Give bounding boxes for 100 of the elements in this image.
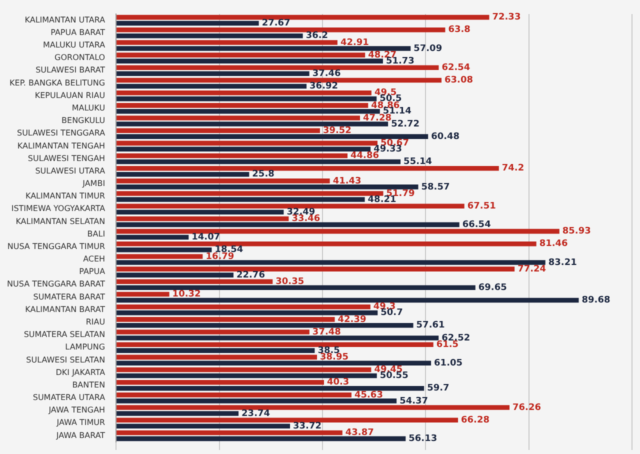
bar: [116, 122, 388, 126]
bar: [116, 210, 284, 214]
y-tick-label: KALIMANTAN UTARA: [24, 15, 106, 24]
y-tick-label: SULAWESI BARAT: [36, 66, 106, 75]
y-tick-label: SULAWESI SELATAN: [26, 355, 106, 364]
y-tick-label: RIAU: [86, 317, 106, 326]
bar: [116, 354, 318, 360]
bar: [116, 386, 424, 391]
data-label: 52.72: [391, 119, 420, 130]
data-label: 36.2: [306, 31, 328, 42]
data-label: 50.7: [380, 308, 403, 318]
y-tick-label: KEP. BANGKA BELITUNG: [10, 78, 106, 88]
data-label: 42.91: [340, 38, 369, 48]
bar: [116, 96, 377, 102]
data-label: 62.54: [442, 63, 470, 73]
bar: [116, 317, 335, 322]
y-tick-label: JAWA TIMUR: [56, 418, 106, 428]
data-label: 25.8: [252, 170, 274, 180]
bar: [116, 336, 439, 340]
bar: [116, 178, 330, 184]
bar: [116, 52, 366, 58]
data-label: 72.33: [492, 12, 521, 23]
y-tick-label: PAPUA BARAT: [50, 28, 106, 37]
bar: [116, 65, 439, 70]
bar: [116, 90, 372, 96]
bar: [116, 310, 378, 316]
data-label: 66.28: [461, 415, 490, 426]
bar: [116, 266, 515, 272]
y-tick-label: MALUKU: [72, 103, 106, 112]
y-tick-label: BALI: [87, 229, 106, 238]
bar: [116, 260, 546, 265]
data-label: 56.13: [408, 434, 438, 444]
data-label: 57.61: [416, 320, 445, 331]
bar: [116, 78, 442, 83]
y-tick-label: SULAWESI UTARA: [35, 166, 106, 176]
data-label: 50.55: [380, 371, 408, 382]
bar: [116, 153, 348, 158]
y-tick-label: JAWA TENGAH: [48, 406, 106, 415]
data-label: 27.67: [262, 18, 290, 29]
data-label: 42.39: [338, 314, 366, 325]
bar: [116, 46, 411, 51]
data-label: 63.08: [444, 76, 473, 86]
bar: [116, 418, 458, 423]
data-label: 74.2: [502, 164, 524, 174]
data-label: 41.43: [332, 176, 362, 186]
data-label: 10.32: [172, 290, 201, 300]
data-label: 45.63: [354, 390, 383, 400]
y-tick-label: SUMATERA BARAT: [33, 292, 106, 302]
y-tick-label: MALUKU UTARA: [43, 40, 106, 50]
bar: [116, 172, 250, 177]
data-label: 58.57: [421, 182, 450, 192]
bar: [116, 84, 307, 89]
y-tick-label: JAWA BARAT: [55, 430, 106, 440]
data-label: 81.46: [539, 239, 568, 250]
bar: [116, 184, 418, 190]
bar: [116, 285, 476, 290]
bar: [116, 222, 460, 228]
bar: [116, 392, 352, 398]
y-tick-label: ACEH: [83, 254, 106, 264]
bar: [116, 398, 397, 404]
y-tick-label: DKI JAKARTA: [56, 368, 106, 377]
bar: [116, 33, 303, 38]
data-label: 63.8: [448, 25, 470, 36]
bar: [116, 191, 384, 196]
y-tick-label: SULAWESI TENGGARA: [17, 128, 106, 138]
bar: [116, 330, 310, 334]
data-label: 54.37: [400, 396, 428, 406]
bar: [116, 342, 434, 347]
bar: [116, 204, 464, 209]
y-tick-label: KALIMANTAN SELATAN: [16, 216, 106, 226]
bar: [116, 405, 510, 410]
data-label: 69.65: [478, 282, 507, 293]
data-label: 89.68: [582, 296, 610, 306]
data-label: 67.51: [467, 201, 496, 212]
bar: [116, 411, 239, 416]
bar: [116, 140, 378, 146]
bar: [116, 298, 579, 303]
bar: [116, 197, 365, 202]
y-tick-label: NUSA TENGGARA TIMUR: [7, 242, 106, 251]
data-label: 36.92: [310, 82, 338, 92]
y-tick-label: NUSA TENGGARA BARAT: [7, 280, 106, 289]
bar: [116, 254, 203, 259]
bar: [116, 14, 490, 20]
bar: [116, 292, 170, 297]
bar: [116, 146, 371, 152]
data-label: 23.74: [242, 408, 270, 419]
data-label: 59.7: [427, 384, 450, 394]
y-tick-label: PAPUA: [79, 267, 106, 276]
y-tick-label: ISTIMEWA YOGYAKARTA: [11, 204, 106, 214]
data-label: 30.35: [276, 277, 304, 287]
bar: [116, 116, 360, 120]
y-tick-label: BENGKULU: [62, 116, 106, 126]
bar: [116, 28, 446, 32]
data-label: 22.76: [236, 270, 265, 280]
data-label: 39.52: [322, 126, 352, 136]
y-tick-label: JAMBI: [82, 179, 106, 188]
data-label: 66.54: [462, 220, 491, 230]
data-label: 51.73: [386, 56, 414, 66]
data-label: 57.09: [414, 44, 442, 54]
y-tick-label: KALIMANTAN BARAT: [25, 304, 106, 314]
